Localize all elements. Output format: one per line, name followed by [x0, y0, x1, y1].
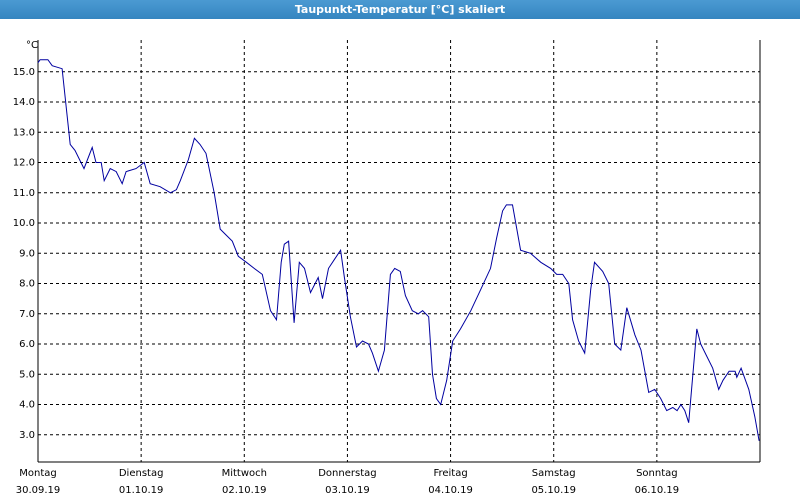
x-tick-label: Donnerstag — [318, 468, 376, 479]
x-tick-date: 01.10.19 — [119, 485, 164, 496]
y-tick-label: 3.0 — [19, 430, 35, 441]
title-bar: Taupunkt-Temperatur [°C] skaliert — [0, 0, 800, 19]
y-tick-label: 7.0 — [19, 309, 35, 320]
y-tick-label: 14.0 — [13, 97, 35, 108]
x-tick-label: Freitag — [433, 468, 467, 479]
y-tick-label: 5.0 — [19, 369, 35, 380]
y-tick-label: 8.0 — [19, 279, 35, 290]
x-tick-label: Mittwoch — [222, 468, 267, 479]
y-tick-label: 15.0 — [13, 67, 35, 78]
y-tick-label: 6.0 — [19, 339, 35, 350]
x-tick-label: Samstag — [532, 468, 576, 479]
y-tick-label: 12.0 — [13, 158, 35, 169]
y-tick-label: 4.0 — [19, 400, 35, 411]
y-tick-label: 9.0 — [19, 248, 35, 259]
y-tick-label: 10.0 — [13, 218, 35, 229]
x-tick-label: Montag — [19, 468, 56, 479]
x-tick-date: 03.10.19 — [325, 485, 370, 496]
y-tick-label: 11.0 — [13, 188, 35, 199]
y-unit: °C — [26, 40, 38, 51]
x-tick-date: 02.10.19 — [222, 485, 267, 496]
data-line — [37, 59, 760, 441]
x-tick-date: 05.10.19 — [531, 485, 576, 496]
x-tick-label: Dienstag — [119, 468, 164, 479]
x-tick-date: 30.09.19 — [16, 485, 61, 496]
y-tick-label: 13.0 — [13, 127, 35, 138]
x-tick-label: Sonntag — [636, 468, 678, 479]
x-tick-date: 06.10.19 — [635, 485, 680, 496]
x-tick-date: 04.10.19 — [428, 485, 473, 496]
